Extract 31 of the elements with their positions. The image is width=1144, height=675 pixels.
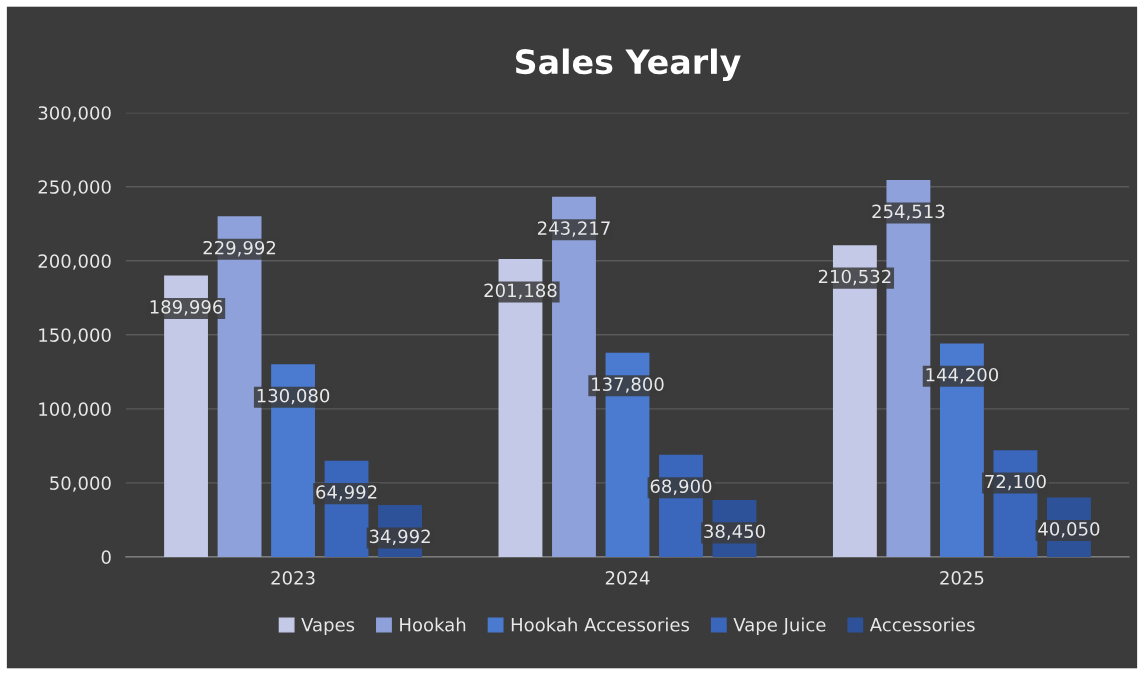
- data-label: 243,217: [537, 221, 610, 237]
- y-tick-label: 300,000: [38, 106, 111, 122]
- y-tick-label: 50,000: [50, 476, 111, 492]
- data-label: 130,080: [257, 388, 330, 405]
- data-label: 254,513: [872, 204, 945, 221]
- data-label: 189,996: [150, 300, 223, 316]
- data-label: 40,050: [1038, 522, 1100, 538]
- data-label: 64,992: [316, 485, 377, 501]
- data-label: 137,800: [592, 377, 664, 393]
- x-tick-label: 2023: [271, 571, 315, 585]
- data-label: 201,188: [484, 283, 557, 300]
- data-label: 72,100: [985, 474, 1046, 491]
- data-label: 229,992: [203, 240, 276, 257]
- y-tick-label: 200,000: [38, 254, 111, 270]
- data-label: 144,200: [926, 367, 999, 384]
- legend-label: Accessories: [869, 617, 975, 632]
- legend-label: Hookah: [400, 617, 466, 632]
- legend-label: Vape Juice: [733, 617, 826, 636]
- data-label: 38,450: [704, 524, 765, 540]
- legend-label: Hookah Accessories: [511, 617, 690, 632]
- data-label: 68,900: [650, 479, 712, 495]
- data-label: 34,992: [369, 529, 430, 546]
- x-tick-label: 2024: [605, 571, 650, 585]
- y-tick-label: 100,000: [39, 402, 111, 418]
- x-tick-label: 2025: [940, 571, 984, 585]
- y-tick-label: 250,000: [38, 180, 111, 196]
- data-label: 210,532: [818, 269, 891, 286]
- legend-label: Vapes: [301, 618, 355, 636]
- y-tick-label: 0: [101, 550, 111, 564]
- y-tick-label: 150,000: [39, 328, 111, 344]
- chart-title: Sales Yearly: [515, 48, 741, 82]
